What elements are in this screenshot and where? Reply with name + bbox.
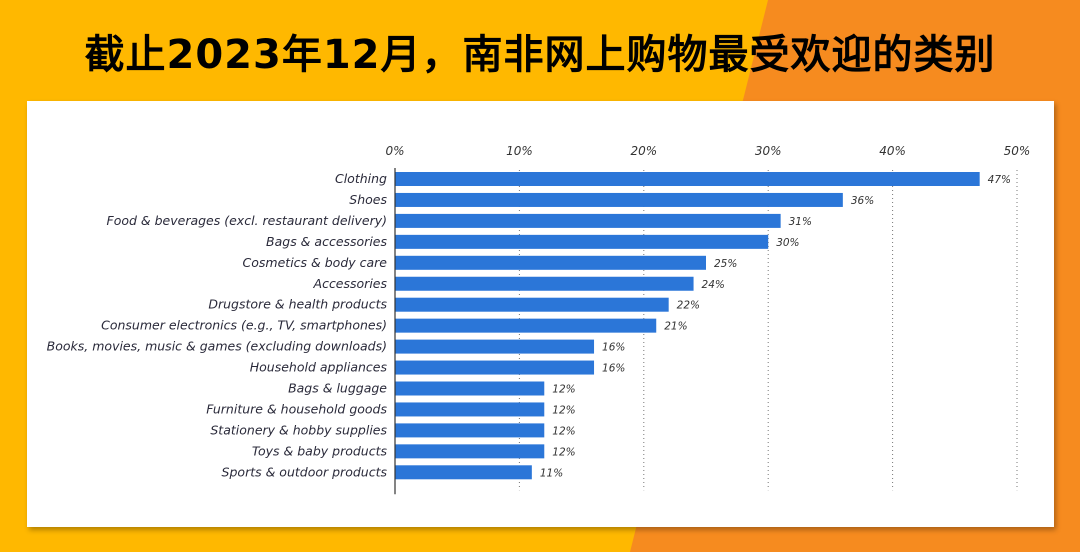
category-label: Stationery & hobby supplies [210, 422, 387, 437]
value-label: 16% [602, 363, 625, 375]
bar [395, 255, 706, 270]
category-label: Drugstore & health products [208, 297, 387, 312]
bar [395, 234, 769, 249]
bar [395, 192, 843, 207]
category-label: Consumer electronics (e.g., TV, smartpho… [101, 318, 387, 333]
category-label: Bags & accessories [266, 234, 387, 249]
value-label: 24% [702, 279, 725, 291]
bar [395, 465, 532, 480]
tick-label: 10% [506, 144, 533, 158]
tick-label: 0% [385, 144, 404, 158]
tick-label: 40% [879, 144, 906, 158]
value-label: 11% [540, 467, 563, 479]
category-label: Toys & baby products [252, 443, 388, 458]
value-label: 16% [602, 342, 625, 354]
bar [395, 444, 545, 459]
bar [395, 360, 595, 375]
bar [395, 318, 657, 333]
value-label: 12% [552, 425, 575, 437]
bar [395, 339, 595, 354]
category-label: Shoes [349, 192, 387, 207]
value-label: 47% [988, 174, 1011, 186]
bar [395, 423, 545, 438]
value-label: 31% [789, 216, 812, 228]
value-label: 36% [851, 195, 874, 207]
category-label: Books, movies, music & games (excluding … [47, 339, 387, 354]
value-label: 12% [552, 446, 575, 458]
category-label: Bags & luggage [288, 381, 387, 396]
category-label: Clothing [335, 171, 387, 186]
page-title: 截止2023年12月，南非网上购物最受欢迎的类别 [84, 32, 996, 78]
value-label: 22% [677, 300, 700, 312]
value-label: 12% [552, 404, 575, 416]
category-label: Furniture & household goods [206, 401, 387, 416]
bar [395, 381, 545, 396]
category-label: Accessories [313, 276, 388, 291]
tick-label: 30% [755, 144, 782, 158]
bar [395, 213, 781, 228]
tick-label: 20% [630, 144, 657, 158]
bar [395, 276, 694, 291]
value-label: 30% [776, 237, 799, 249]
category-label: Cosmetics & body care [243, 255, 388, 270]
value-label: 25% [714, 258, 737, 270]
chart-panel: 0% 10% 20% 30% 40% 50% Clothing 47% Shoes 36% Food… [27, 101, 1054, 527]
tick-label: 50% [1004, 144, 1031, 158]
value-label: 12% [552, 384, 575, 396]
category-label: Sports & outdoor products [222, 464, 388, 479]
bar-chart: 0% 10% 20% 30% 40% 50% Clothing 47% Shoes 36% Food… [47, 144, 1031, 495]
category-label: Food & beverages (excl. restaurant deliv… [107, 213, 388, 228]
category-label: Household appliances [250, 360, 388, 375]
value-label: 21% [664, 321, 687, 333]
bar [395, 297, 669, 312]
bar [395, 172, 980, 186]
bar [395, 402, 545, 417]
